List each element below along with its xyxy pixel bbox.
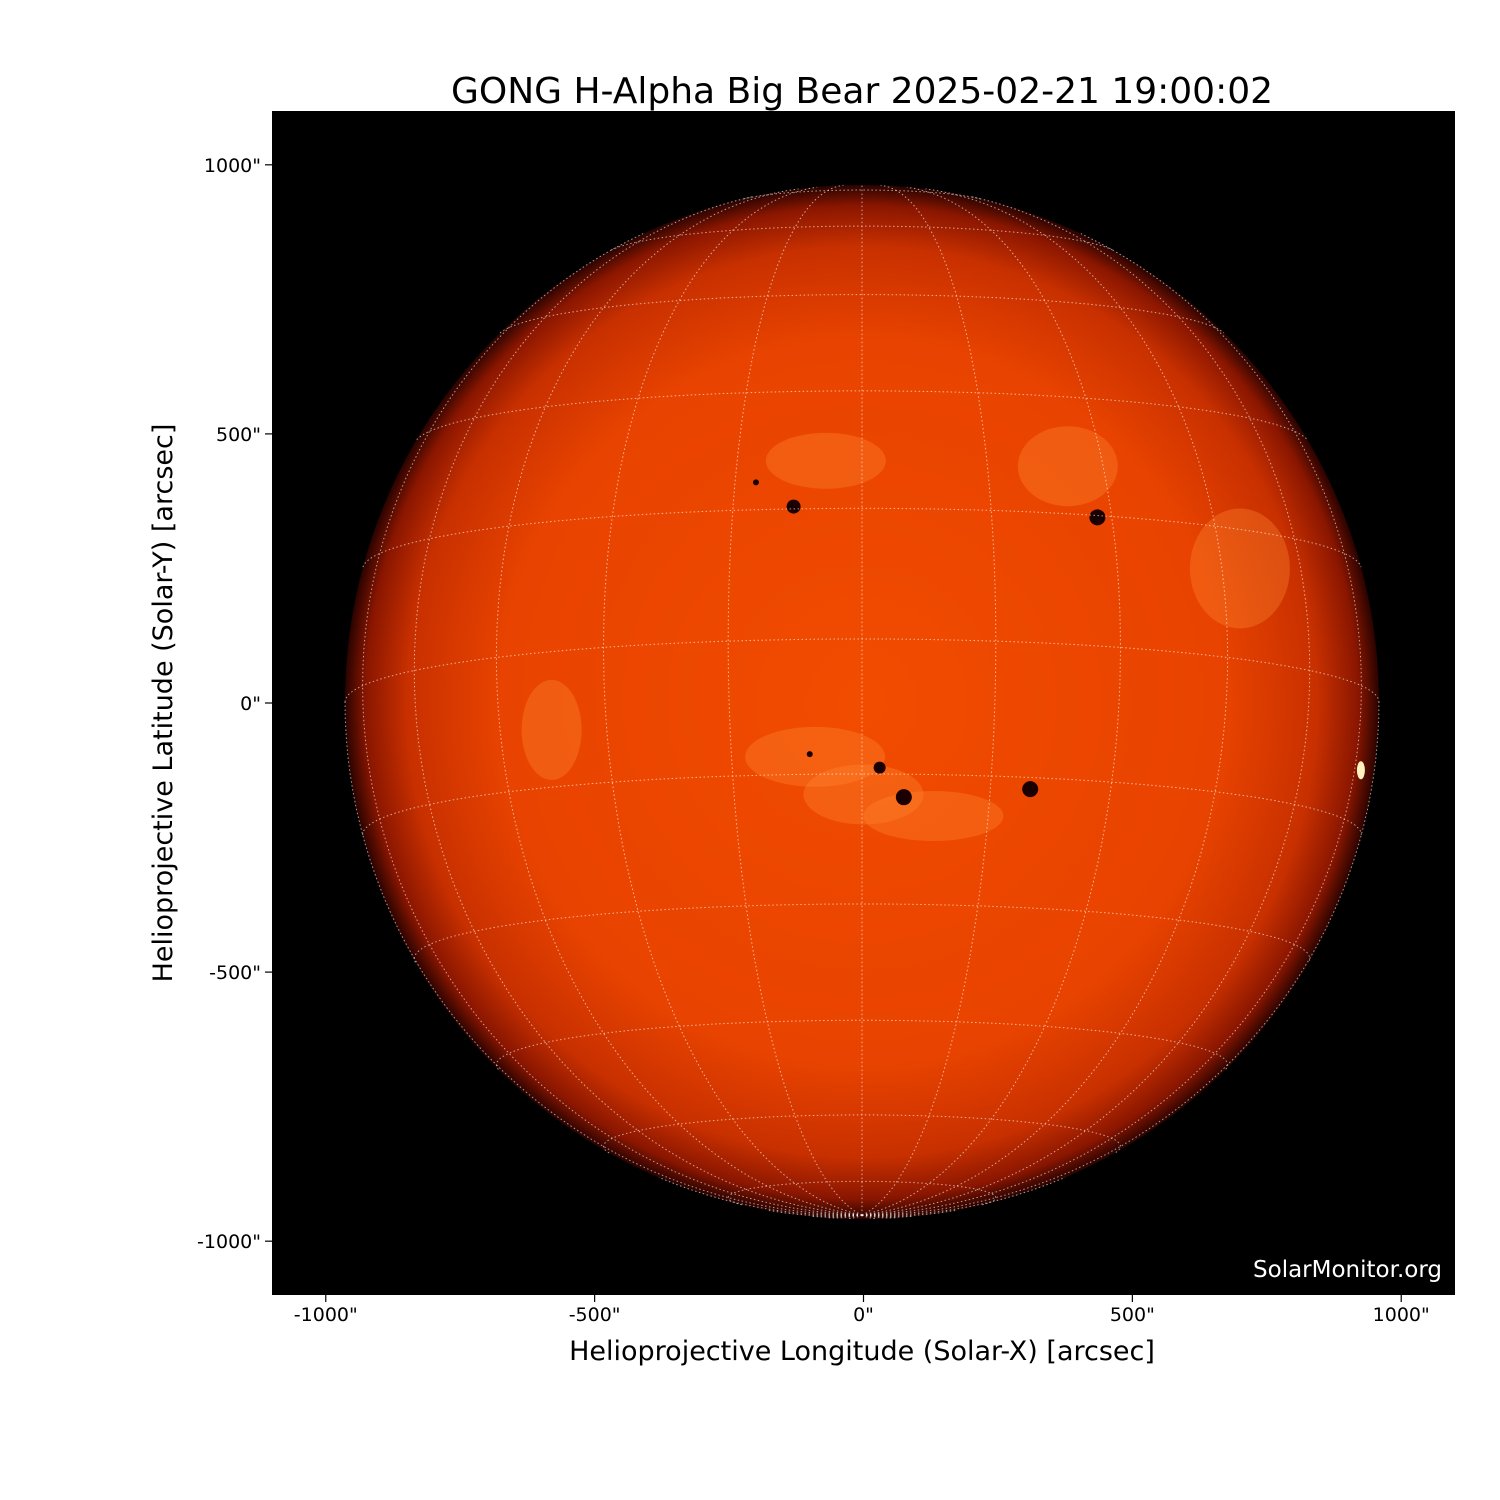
- longitude-grid-line: [658, 1176, 863, 1216]
- longitude-grid-line: [727, 184, 863, 1216]
- y-tick-label: 0": [240, 693, 261, 715]
- longitude-grid-line: [861, 1214, 877, 1220]
- x-tick-label: 500": [1110, 1304, 1155, 1326]
- sunspot: [1022, 781, 1039, 798]
- longitude-grid-line: [861, 1214, 913, 1218]
- sunspot: [752, 479, 759, 486]
- sunspot: [806, 751, 813, 758]
- plage-region: [745, 726, 886, 787]
- sunspot: [1089, 509, 1106, 526]
- latitude-grid-line: [362, 773, 1362, 835]
- latitude-grid-line: [344, 638, 1380, 703]
- longitude-grid-line: [602, 186, 863, 1216]
- y-tick-label: -1000": [197, 1231, 261, 1253]
- y-tick-label: 1000": [204, 155, 261, 177]
- x-tick-label: -500": [569, 1304, 621, 1326]
- limb-flare-brightening: [1356, 761, 1365, 780]
- sunspot: [786, 499, 801, 514]
- x-tick-label: -1000": [294, 1304, 358, 1326]
- sunspot: [895, 789, 912, 806]
- longitude-grid-line: [861, 184, 997, 1216]
- plage-region: [1017, 426, 1118, 507]
- latitude-grid-line: [602, 1114, 1122, 1154]
- latitude-grid-line: [413, 903, 1311, 963]
- chart-title: GONG H-Alpha Big Bear 2025-02-21 19:00:0…: [451, 71, 1273, 112]
- longitude-grid-line: [861, 188, 1229, 1216]
- x-tick-label: 1000": [1373, 1304, 1430, 1326]
- sunspot: [873, 761, 886, 774]
- plage-region: [803, 764, 924, 825]
- plage-region: [863, 791, 1004, 842]
- plage-region: [1189, 508, 1290, 629]
- watermark: SolarMonitor.org: [1253, 1257, 1442, 1283]
- latitude-grid-line: [495, 1019, 1229, 1070]
- latitude-grid-line: [610, 225, 1114, 251]
- x-axis-label: Helioprojective Longitude (Solar-X) [arc…: [569, 1336, 1155, 1367]
- y-tick-label: -500": [209, 962, 261, 984]
- longitude-grid-line: [861, 1176, 1066, 1216]
- longitude-grid-line: [847, 1214, 863, 1220]
- longitude-grid-line: [495, 188, 863, 1216]
- longitude-grid-line: [861, 186, 1122, 1216]
- x-tick-label: 0": [853, 1304, 874, 1326]
- latitude-grid-line: [727, 1180, 997, 1206]
- latitude-grid-line: [362, 507, 1362, 568]
- y-tick-label: 500": [216, 424, 261, 446]
- plage-region: [765, 432, 886, 489]
- plage-region: [521, 679, 582, 780]
- y-axis-label: Helioprojective Latitude (Solar-Y) [arcs…: [148, 424, 179, 983]
